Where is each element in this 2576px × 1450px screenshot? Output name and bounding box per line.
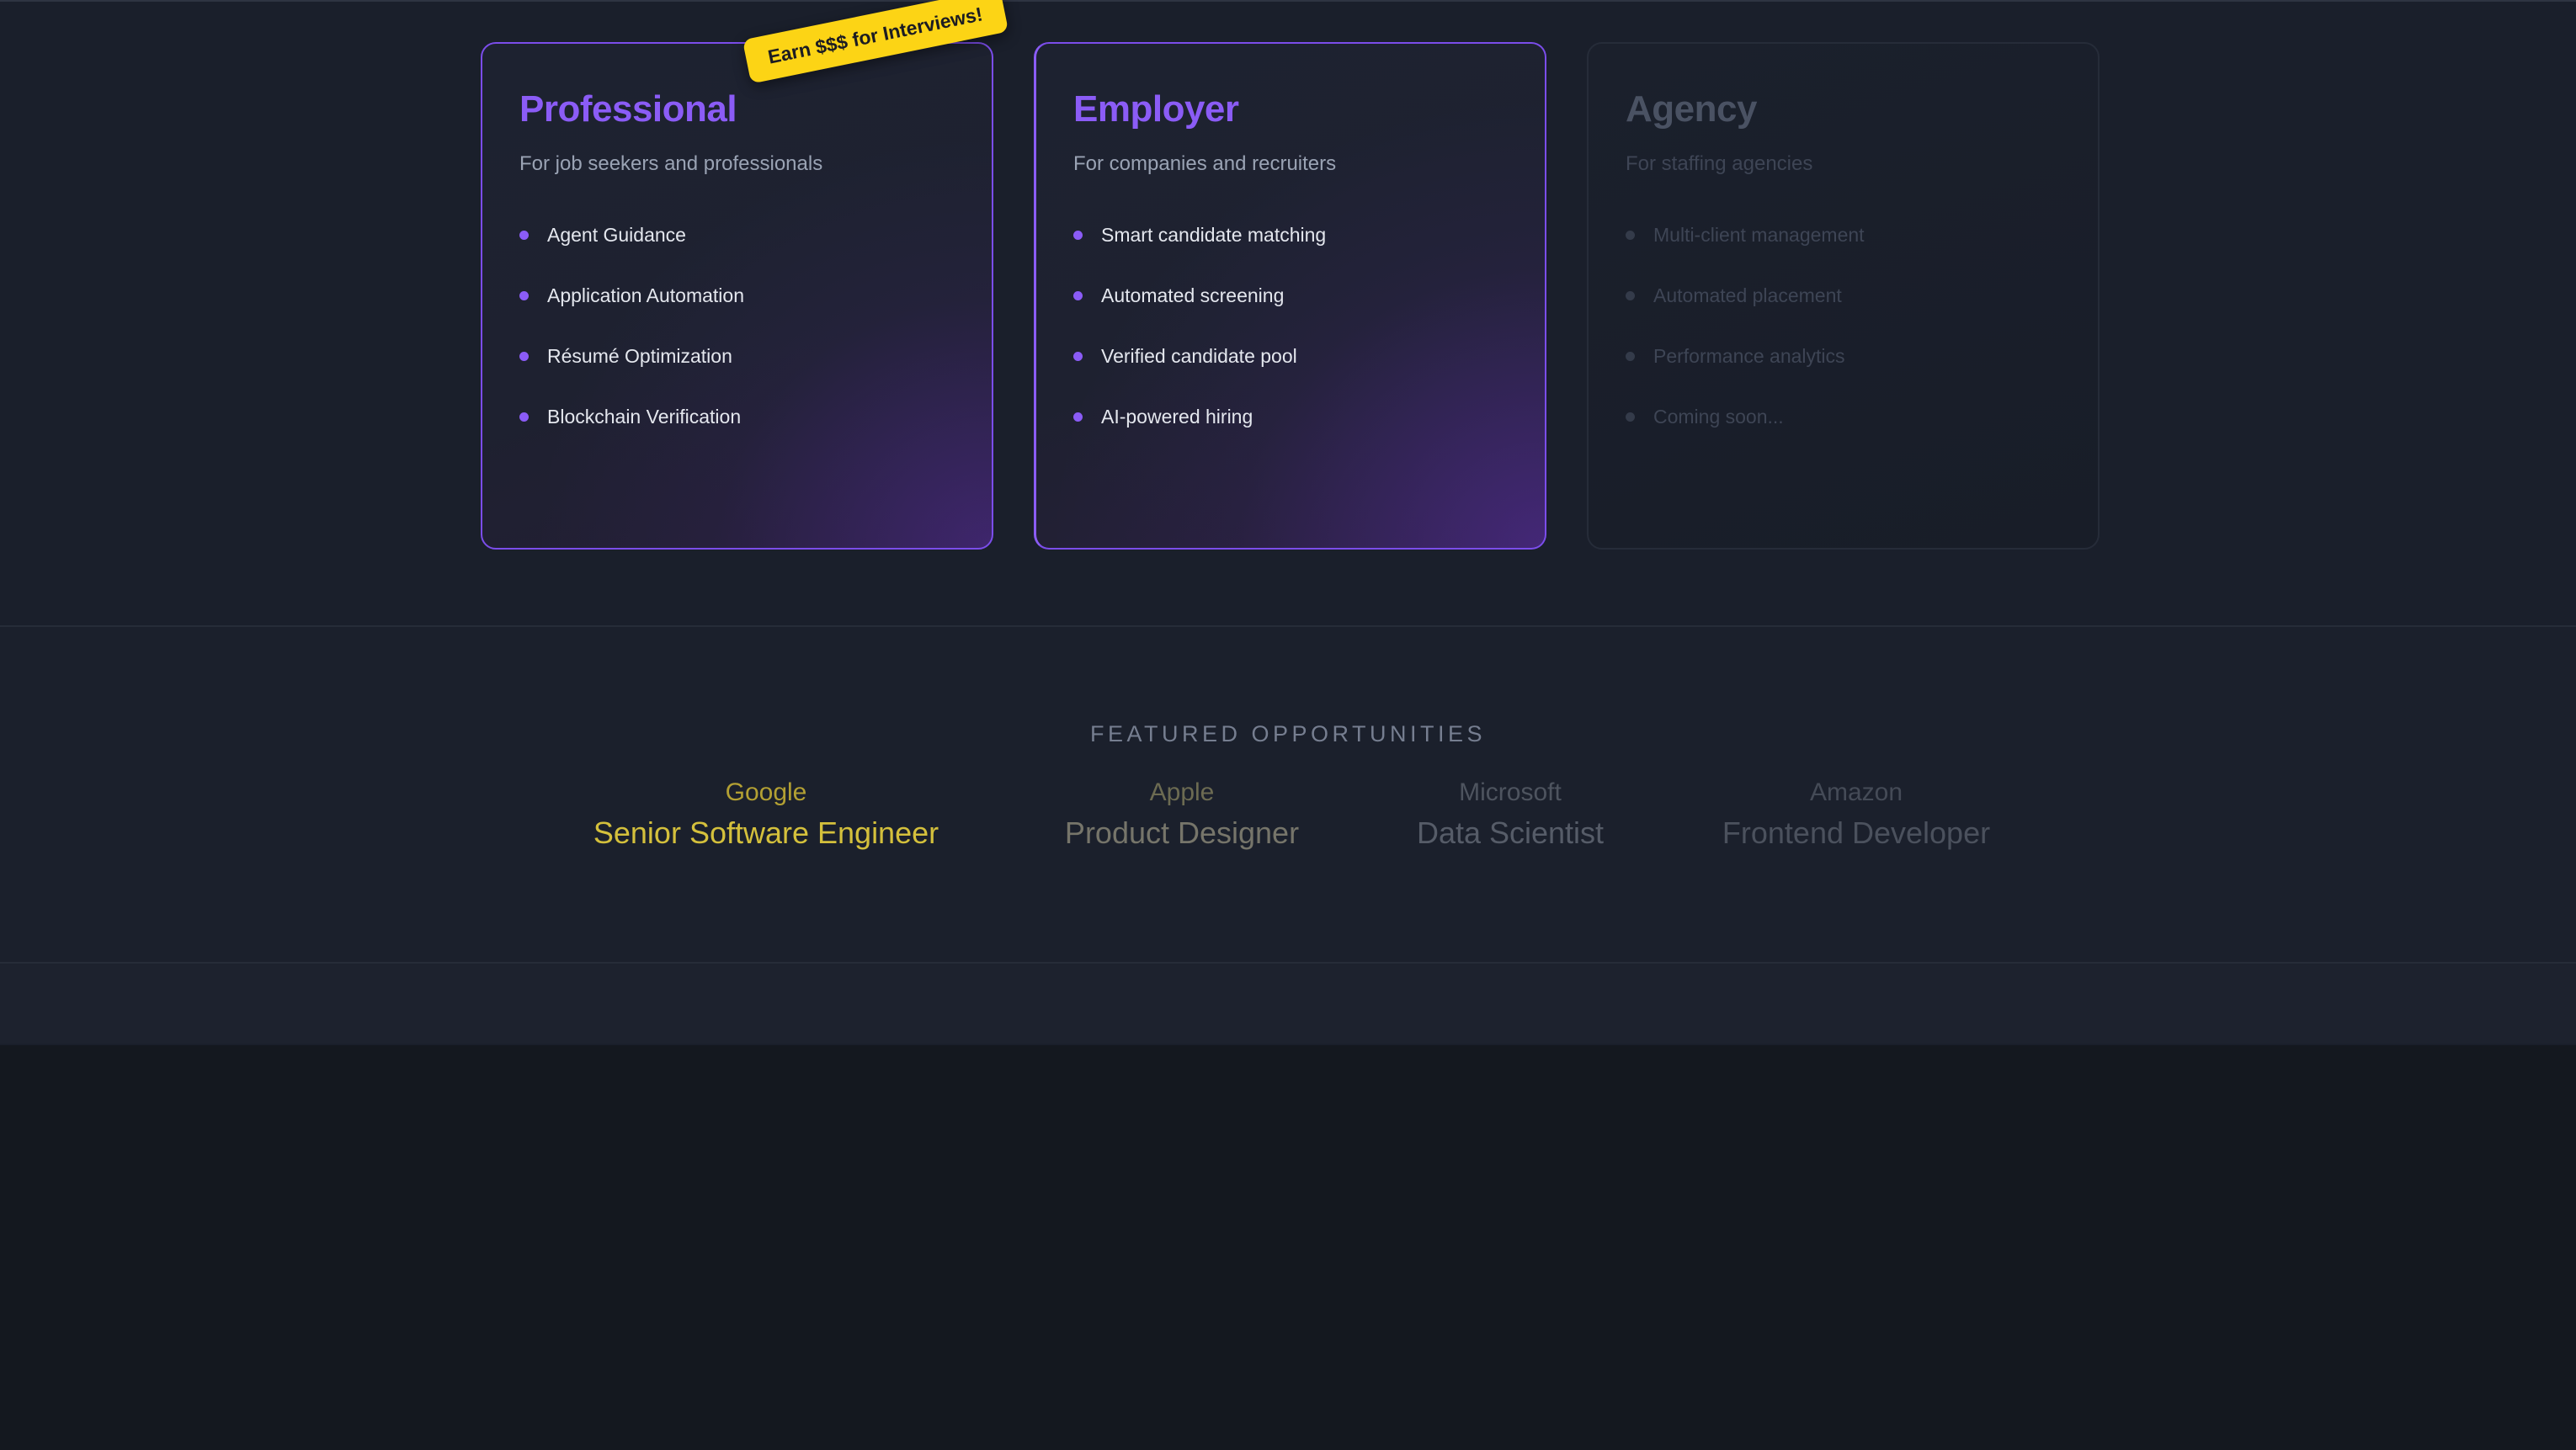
persona-card-professional[interactable]: Professional For job seekers and profess… [481,42,993,550]
list-item: AI-powered hiring [1073,386,1508,447]
persona-card-employer[interactable]: Employer For companies and recruiters Sm… [1034,42,1546,550]
persona-feature-list: Agent Guidance Application Automation Ré… [519,204,955,447]
persona-subtitle: For staffing agencies [1626,152,1813,175]
persona-card-agency: Agency For staffing agencies Multi-clien… [1587,42,2100,550]
feature-label: AI-powered hiring [1101,405,1253,428]
list-item: Smart candidate matching [1073,204,1508,265]
feature-label: Multi-client management [1653,223,1865,246]
persona-subtitle: For job seekers and professionals [519,152,823,175]
featured-opportunities-section [0,627,2576,962]
spacer-band [0,964,2576,1044]
footer-section: Company Team Technology [0,1045,2576,1450]
feature-label: Agent Guidance [547,223,686,246]
top-divider [0,0,2576,2]
bullet-icon [1626,230,1635,240]
bullet-icon [519,290,529,300]
list-item: Coming soon... [1626,386,2061,447]
list-item: Performance analytics [1626,326,2061,386]
persona-title: Employer [1073,88,1239,130]
persona-subtitle: For companies and recruiters [1073,152,1337,175]
feature-label: Blockchain Verification [547,405,742,428]
bullet-icon [1073,412,1083,422]
feature-label: Résumé Optimization [547,344,732,367]
persona-cards-section: Professional For job seekers and profess… [0,0,2576,625]
opportunity-company: Amazon [1809,778,1903,806]
list-item: Automated screening [1073,265,1508,326]
list-item: Agent Guidance [519,204,955,265]
list-item: Automated placement [1626,265,2061,326]
bullet-icon [519,412,529,422]
feature-label: Automated placement [1653,284,1842,306]
opportunity-company: Microsoft [1459,778,1562,806]
opportunity-role: Product Designer [1064,815,1300,850]
list-item: Verified candidate pool [1073,326,1508,386]
persona-cards-row: Professional For job seekers and profess… [481,42,2100,550]
feature-label: Application Automation [547,284,744,306]
bullet-icon [519,230,529,240]
opportunity-item[interactable]: Amazon Frontend Developer [1722,774,1990,855]
bullet-icon [1073,290,1083,300]
opportunity-company: Google [725,778,807,806]
opportunity-item[interactable]: Microsoft Data Scientist [1417,774,1604,855]
list-item: Résumé Optimization [519,326,955,386]
opportunity-company: Apple [1149,778,1215,806]
persona-title: Agency [1626,88,1757,130]
feature-label: Automated screening [1101,284,1285,306]
persona-feature-list: Multi-client management Automated placem… [1626,204,2061,447]
opportunity-item[interactable]: Google Senior Software Engineer [593,774,939,855]
opportunity-role: Frontend Developer [1722,815,1991,850]
list-item: Application Automation [519,265,955,326]
bullet-icon [1073,230,1083,240]
bullet-icon [1626,290,1635,300]
bullet-icon [1626,412,1635,422]
list-item: Blockchain Verification [519,386,955,447]
opportunity-item[interactable]: Apple Product Designer [1065,774,1299,855]
opportunity-role: Data Scientist [1416,815,1605,850]
feature-label: Coming soon... [1653,405,1784,428]
list-item: Multi-client management [1626,204,2061,265]
bullet-icon [1626,351,1635,361]
section-divider-top [0,625,2576,627]
section-divider-bottom [0,962,2576,964]
featured-opportunities-heading: FEATURED OPPORTUNITIES [1089,721,1487,746]
feature-label: Smart candidate matching [1101,223,1327,246]
bullet-icon [519,351,529,361]
bullet-icon [1073,351,1083,361]
feature-label: Verified candidate pool [1101,344,1297,367]
persona-feature-list: Smart candidate matching Automated scree… [1073,204,1508,447]
feature-label: Performance analytics [1653,344,1845,367]
persona-title: Professional [519,88,737,130]
opportunity-role: Senior Software Engineer [593,815,939,850]
opportunities-ticker: Google Senior Software Engineer Apple Pr… [0,774,2576,892]
